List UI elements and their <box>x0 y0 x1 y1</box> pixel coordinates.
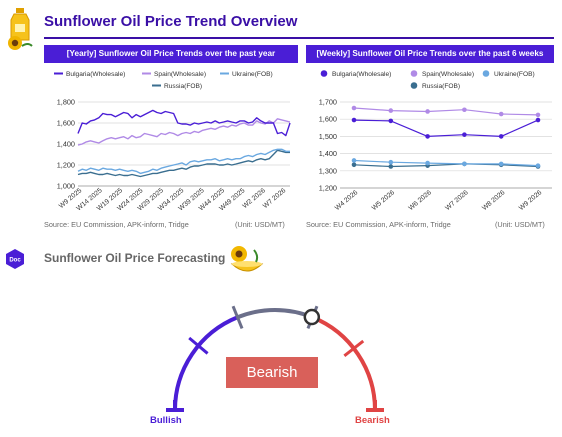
y-tick-label: 1,200 <box>319 184 337 193</box>
yearly-panel-header: [Yearly] Sunflower Oil Price Trends over… <box>44 45 298 63</box>
series-line-1 <box>353 107 539 116</box>
data-point-0 <box>388 118 394 124</box>
legend-label-3: Russia(FOB) <box>164 83 202 90</box>
gauge-tick <box>343 339 365 358</box>
gauge-tick <box>188 336 209 355</box>
weekly-chart: Bulgaria(Wholesale) Spain(Wholesale) Ukrai… <box>319 70 552 212</box>
gauge-right-label: Bearish <box>355 415 390 426</box>
legend-label-2: Ukraine(FOB) <box>494 71 535 78</box>
data-point-1 <box>388 108 394 113</box>
gauge-arc-bullish <box>173 315 239 411</box>
forecast-title: Sunflower Oil Price Forecasting <box>44 251 226 265</box>
data-point-1 <box>351 105 357 111</box>
yearly-unit: (Unit: USD/MT) <box>235 220 285 229</box>
x-tick-label: W7 2026 <box>262 187 288 210</box>
data-point-0 <box>462 132 467 137</box>
x-tick-label: W5 2026 <box>371 189 397 212</box>
yearly-chart: Bulgaria(Wholesale) Spain(Wholesale) Ukrai… <box>54 71 291 212</box>
data-point-1 <box>462 107 467 113</box>
title-divider <box>44 37 554 39</box>
series-line-1 <box>77 118 291 146</box>
legend-label-1: Spain(Wholesale) <box>154 71 206 78</box>
y-tick-label: 1,600 <box>319 115 337 124</box>
data-point-0 <box>498 134 504 139</box>
x-tick-label: W4 2026 <box>334 189 360 212</box>
forecast-gauge <box>166 305 384 412</box>
legend-label-2: Ukraine(FOB) <box>232 71 273 78</box>
data-point-2 <box>498 161 504 167</box>
sunflower-oil-bowl-icon <box>230 246 264 272</box>
legend-marker-2 <box>482 70 490 77</box>
forecast-status-badge: Bearish <box>226 357 318 388</box>
data-point-2 <box>462 161 467 167</box>
gauge-tick <box>231 305 244 329</box>
legend-label-0: Bulgaria(Wholesale) <box>66 71 125 78</box>
weekly-source: Source: EU Commission, APK-inform, Tridg… <box>306 220 451 229</box>
series-line-3 <box>353 163 539 168</box>
doc-badge-icon: Doc <box>6 249 24 269</box>
gauge-arc-neutral <box>236 308 314 320</box>
page-title: Sunflower Oil Price Trend Overview <box>44 13 298 30</box>
legend-label-1: Spain(Wholesale) <box>422 71 474 78</box>
data-point-1 <box>535 112 541 118</box>
data-point-2 <box>535 163 541 168</box>
gauge-arc-bearish <box>311 315 377 411</box>
series-line-2 <box>353 159 539 167</box>
legend-marker-1 <box>410 70 418 77</box>
data-point-2 <box>351 158 357 163</box>
data-point-1 <box>425 109 430 114</box>
legend-marker-0 <box>320 70 328 77</box>
data-point-0 <box>535 117 541 123</box>
data-point-2 <box>425 160 430 166</box>
y-tick-label: 1,800 <box>57 98 75 107</box>
doc-badge-label: Doc <box>9 258 21 264</box>
legend-label-0: Bulgaria(Wholesale) <box>332 71 391 78</box>
legend-label-3: Russia(FOB) <box>422 83 460 90</box>
x-tick-label: W9 2026 <box>518 189 544 212</box>
x-tick-label: W8 2026 <box>481 189 507 212</box>
series-line-2 <box>77 148 290 175</box>
y-tick-label: 1,500 <box>319 132 337 141</box>
legend-marker-3 <box>410 82 418 89</box>
y-tick-label: 1,000 <box>57 182 75 191</box>
series-line-0 <box>77 109 291 137</box>
y-tick-label: 1,600 <box>57 119 75 128</box>
weekly-unit: (Unit: USD/MT) <box>495 220 545 229</box>
data-point-0 <box>425 134 430 139</box>
series-line-3 <box>77 149 290 178</box>
y-tick-label: 1,400 <box>57 140 75 149</box>
gauge-needle-marker <box>303 308 321 326</box>
y-tick-label: 1,400 <box>319 149 337 158</box>
data-point-3 <box>351 162 357 168</box>
weekly-panel-header: [Weekly] Sunflower Oil Price Trends over… <box>306 45 554 63</box>
x-tick-label: W7 2026 <box>444 189 470 212</box>
yearly-source: Source: EU Commission, APK-inform, Tridg… <box>44 220 189 229</box>
series-line-0 <box>353 119 539 138</box>
sunflower-oil-bottle-icon <box>8 8 33 50</box>
data-point-3 <box>388 164 394 169</box>
y-tick-label: 1,300 <box>319 166 337 175</box>
data-point-1 <box>498 111 504 117</box>
data-point-0 <box>351 117 357 123</box>
y-tick-label: 1,200 <box>57 161 75 170</box>
data-point-2 <box>388 159 394 165</box>
y-tick-label: 1,700 <box>319 98 337 107</box>
gauge-left-label: Bullish <box>150 415 182 426</box>
x-tick-label: W6 2026 <box>408 189 434 212</box>
